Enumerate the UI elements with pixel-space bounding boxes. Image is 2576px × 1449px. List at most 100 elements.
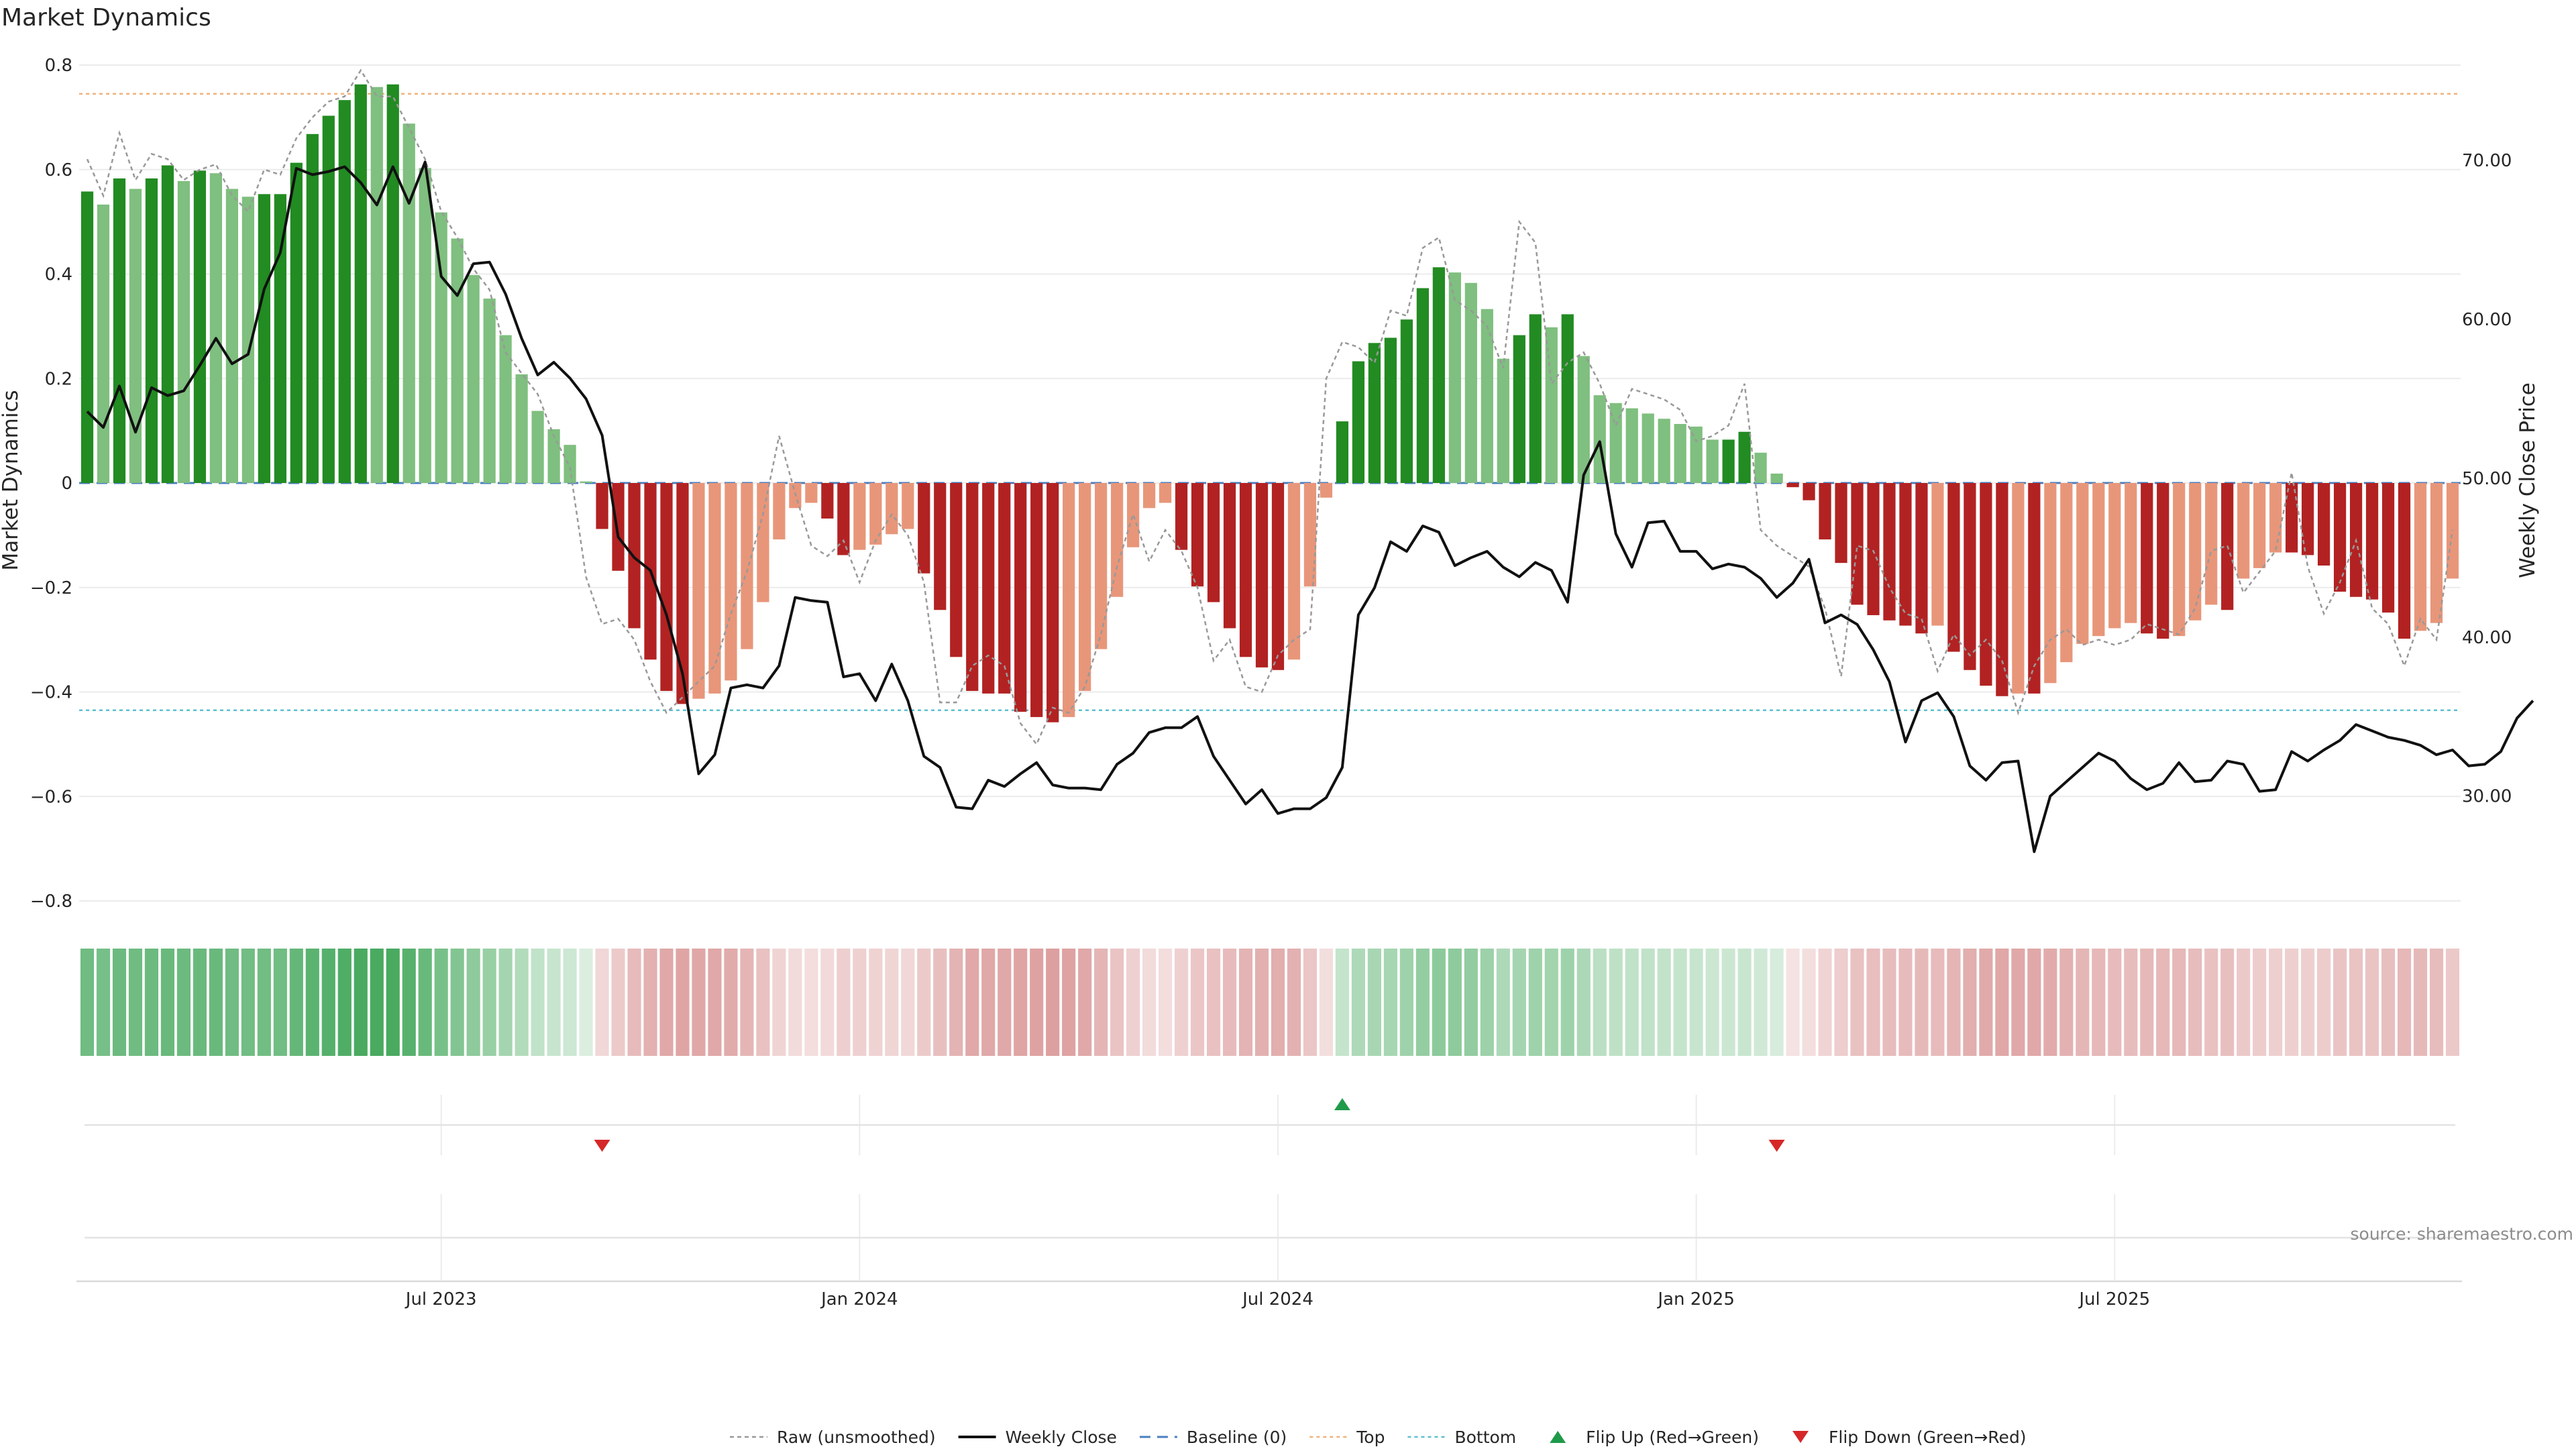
dynamics-bar [1674,424,1686,483]
dynamics-bar [885,483,898,535]
dynamics-bar [1223,483,1236,629]
heatmap-cell [1673,949,1687,1056]
dynamics-bar [2044,483,2057,684]
heatmap-cell [450,949,464,1056]
heatmap-cell [692,949,706,1056]
y-tick-label: 0.2 [45,369,72,389]
heatmap-cell [1062,949,1076,1056]
heatmap-cell [2027,949,2041,1056]
heatmap-cell [2092,949,2106,1056]
heatmap-cell [160,949,174,1056]
heatmap-cell [2429,949,2444,1056]
heatmap-cell [354,949,368,1056]
dynamics-bar [322,115,335,484]
legend-item-flip_up: Flip Up (Red→Green) [1550,1428,1759,1447]
heatmap-cell [434,949,448,1056]
dynamics-bar [2318,483,2330,566]
dynamics-bar [1851,483,1864,605]
heatmap-cell [2285,949,2299,1056]
right-axis-ticks: 70.00 60.00 50.00 40.00 30.00 [2462,151,2512,807]
heatmap-cell [1898,949,1913,1056]
legend-label: Baseline (0) [1187,1428,1287,1447]
y2-tick-label: 40.00 [2462,628,2512,648]
heatmap-cell [2317,949,2331,1056]
heatmap-cell [998,949,1012,1056]
heatmap-cell [2237,949,2251,1056]
heatmap-cell [1576,949,1591,1056]
left-axis-ticks: 0.8 0.6 0.4 0.2 0 −0.2 −0.4 −0.6 −0.8 [30,56,72,912]
heatmap-cell [2011,949,2025,1056]
heatmap-cell [1335,949,1350,1056]
dynamics-bar [837,483,850,555]
legend-label: Flip Down (Green→Red) [1829,1428,2027,1447]
dynamics-bar [1030,483,1043,717]
heatmap-cell [804,949,818,1056]
dynamics-bar [274,194,286,483]
dynamics-bar [2398,483,2411,639]
heatmap-cell [949,949,963,1056]
dynamics-bar [370,87,383,483]
heatmap-cell [498,949,513,1056]
dynamics-bar [1159,483,1172,503]
dynamics-bar [1287,483,1301,660]
dynamics-bar [660,483,673,691]
heatmap-cell [1303,949,1318,1056]
heatmap-cell [1271,949,1285,1056]
heatmap-cell [225,949,239,1056]
y2-tick-label: 70.00 [2462,151,2512,171]
heatmap-cell [305,949,319,1056]
heatmap-cell [1351,949,1365,1056]
heatmap-cell [2156,949,2170,1056]
dynamics-bar [918,483,930,574]
dynamics-bar [2108,483,2121,629]
heatmap-cell [1641,949,1655,1056]
heatmap-cell [1464,949,1478,1056]
dynamics-bar [467,275,480,483]
heatmap-cell [1046,949,1060,1056]
date-axis-ticks: Jul 2023 Jan 2024 Jul 2024 Jan 2025 Jul 2025 [405,1289,2150,1309]
heatmap-cell [1383,949,1397,1056]
dynamics-bar [402,123,415,484]
heatmap-cell [1110,949,1124,1056]
dynamics-bar [966,483,979,691]
dynamics-bar [2060,483,2073,663]
heatmap-cell [1657,949,1671,1056]
dynamics-bar [1577,356,1590,483]
x-tick-label: Jan 2024 [820,1289,898,1309]
heatmap-cell [1206,949,1221,1056]
dynamics-bar [2125,483,2137,623]
heatmap-cell [1834,949,1848,1056]
heatmap-cell [402,949,416,1056]
dynamics-bar [338,100,351,483]
heatmap-cell [1175,949,1189,1056]
dynamics-bar [451,238,464,483]
dynamics-bar [1980,483,1992,686]
dynamics-bar [934,483,947,610]
heatmap-cell [1866,949,1880,1056]
heatmap-cell [2172,949,2186,1056]
heatmap-cell [837,949,851,1056]
heatmap-cell [112,949,127,1056]
dynamics-bar [1996,483,2008,696]
dynamics-bar [1497,358,1509,483]
heatmap-cell [2333,949,2347,1056]
heatmap-cell [273,949,287,1056]
dynamics-bar [2253,483,2266,568]
right-axis-label: Weekly Close Price [2516,382,2540,578]
heatmap-cell [853,949,867,1056]
dynamics-bar [1432,267,1445,483]
legend-item-baseline: Baseline (0) [1139,1428,1287,1447]
dynamics-bar [1175,483,1188,550]
heatmap-cell [2349,949,2363,1056]
dynamics-bar [1738,431,1751,483]
dynamics-bar [853,483,866,550]
heatmap-cell [1367,949,1381,1056]
heatmap-cell [756,949,770,1056]
heatmap-cell [1142,949,1157,1056]
dynamics-bar [1786,483,1799,488]
dynamics-bar [97,204,110,483]
heatmap-cell [1625,949,1639,1056]
dynamics-bar [209,173,222,483]
heatmap-cell [1979,949,1993,1056]
